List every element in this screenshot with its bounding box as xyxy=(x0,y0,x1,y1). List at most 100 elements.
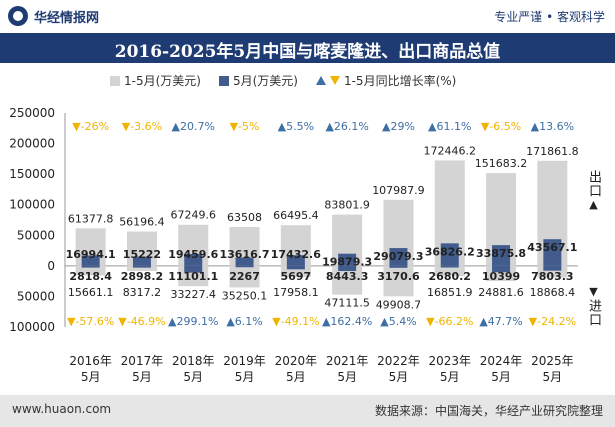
x-tick-label-month: 5月 xyxy=(183,370,203,384)
export-growth-label: ▲13.6% xyxy=(531,120,574,133)
x-tick-label-year: 2016年 xyxy=(69,354,112,368)
title-bar xyxy=(0,33,615,63)
export-growth-label: ▼-3.6% xyxy=(122,120,162,133)
export-monthly-label: 13616.7 xyxy=(219,248,269,261)
legend-monthly-label: 5月(万美元) xyxy=(232,74,298,88)
import-cumulative-label: 47111.5 xyxy=(324,297,370,310)
import-monthly-bar xyxy=(543,265,562,271)
import-monthly-label: 2898.2 xyxy=(121,270,163,283)
import-monthly-bar xyxy=(286,265,305,270)
export-monthly-bar xyxy=(389,248,408,266)
top-bar: 华经情报网 专业严谨 • 客观科学 xyxy=(0,0,615,33)
export-monthly-bar xyxy=(492,245,511,266)
export-cumulative-label: 107987.9 xyxy=(372,184,425,197)
import-monthly-bar xyxy=(132,265,151,268)
export-monthly-label: 43567.1 xyxy=(527,241,577,254)
x-tick-label-month: 5月 xyxy=(286,370,306,384)
import-monthly-bar xyxy=(440,265,459,268)
export-monthly-label: 36826.2 xyxy=(425,245,475,258)
import-monthly-bar xyxy=(338,265,357,272)
export-side-label: 出口▲ xyxy=(584,170,603,212)
import-monthly-bar xyxy=(389,265,408,268)
import-cumulative-label: 16851.9 xyxy=(427,286,473,299)
x-tick-label-year: 2023年 xyxy=(428,354,471,368)
export-cumulative-label: 61377.8 xyxy=(68,212,114,225)
chart-title: 2016-2025年5月中国与喀麦隆进、出口商品总值 xyxy=(114,42,501,62)
import-monthly-label: 3170.6 xyxy=(377,270,420,283)
export-cumulative-label: 172446.2 xyxy=(424,144,477,157)
export-monthly-label: 16994.1 xyxy=(66,248,116,261)
y-tick-label: 100000 xyxy=(9,320,55,334)
export-monthly-label: 29079.3 xyxy=(373,250,423,263)
import-cumulative-label: 15661.1 xyxy=(68,286,114,299)
export-cumulative-label: 63508 xyxy=(227,211,262,224)
x-tick-label-year: 2024年 xyxy=(480,354,523,368)
brand-logo-icon xyxy=(8,6,28,26)
import-monthly-bar xyxy=(492,265,511,273)
legend-growth: 1-5月同比增长率(%) xyxy=(315,72,457,89)
brand-name: 华经情报网 xyxy=(34,10,100,26)
legend-cumulative-swatch xyxy=(110,75,120,86)
x-tick-label-year: 2019年 xyxy=(223,354,266,368)
export-growth-label: ▼-6.5% xyxy=(481,120,521,133)
export-monthly-label: 19879.3 xyxy=(322,256,372,269)
import-cumulative-label: 33227.4 xyxy=(171,288,217,301)
triangle-down-icon xyxy=(329,76,340,85)
export-monthly-bar xyxy=(543,239,562,266)
x-tick-label-month: 5月 xyxy=(440,370,460,384)
y-tick-label: 50000 xyxy=(17,289,55,303)
x-tick-label-year: 2018年 xyxy=(172,354,215,368)
x-tick-label-year: 2021年 xyxy=(326,354,369,368)
export-monthly-label: 17432.6 xyxy=(271,248,321,261)
export-growth-label: ▲61.1% xyxy=(428,120,471,133)
triangle-up-icon xyxy=(315,76,326,85)
y-tick-label: 100000 xyxy=(9,198,55,212)
y-tick-label: 250000 xyxy=(9,106,55,120)
export-growth-label: ▲5.5% xyxy=(278,120,314,133)
footer: www.huaon.com 数据来源：中国海关，华经产业研究院整理 xyxy=(0,395,615,427)
legend-growth-label: 1-5月同比增长率(%) xyxy=(343,74,457,88)
import-cumulative-bar xyxy=(229,265,260,288)
export-growth-label: ▲29% xyxy=(382,120,415,133)
x-tick-label-month: 5月 xyxy=(81,370,101,384)
legend-cumulative-label: 1-5月(万美元) xyxy=(124,74,201,88)
export-cumulative-label: 56196.4 xyxy=(119,215,165,228)
header-tags: 专业严谨 • 客观科学 xyxy=(494,10,605,24)
import-monthly-label: 10399 xyxy=(482,270,520,283)
import-monthly-label: 5697 xyxy=(281,270,312,283)
x-tick-label-year: 2017年 xyxy=(121,354,164,368)
y-tick-label: 50000 xyxy=(17,228,55,242)
export-monthly-label: 19459.6 xyxy=(168,248,218,261)
import-cumulative-bar xyxy=(75,265,106,276)
import-growth-label: ▲6.1% xyxy=(226,315,262,328)
x-tick-label-month: 5月 xyxy=(543,370,563,384)
export-monthly-bar xyxy=(338,253,357,266)
export-growth-label: ▲20.7% xyxy=(172,120,215,133)
y-tick-label: 150000 xyxy=(9,167,55,181)
import-cumulative-bar xyxy=(280,265,311,277)
export-monthly-bar xyxy=(184,253,203,266)
x-tick-label-month: 5月 xyxy=(337,370,357,384)
import-cumulative-label: 49908.7 xyxy=(376,298,422,311)
import-monthly-label: 11101.1 xyxy=(168,270,218,283)
footer-source: 数据来源：中国海关，华经产业研究院整理 xyxy=(374,404,603,418)
y-tick-label: 200000 xyxy=(9,137,55,151)
export-monthly-label: 15222 xyxy=(123,248,161,261)
export-cumulative-label: 67249.6 xyxy=(171,209,217,222)
legend-cumulative: 1-5月(万美元) xyxy=(110,72,201,89)
arrow-up-icon: ▲ xyxy=(587,198,600,212)
export-side-text: 出口 xyxy=(586,170,601,198)
export-monthly-bar xyxy=(81,255,100,266)
import-monthly-label: 8443.3 xyxy=(326,270,368,283)
brand: 华经情报网 xyxy=(8,6,99,26)
footer-url: www.huaon.com xyxy=(12,402,112,416)
y-tick-label: 0 xyxy=(47,259,55,273)
import-growth-label: ▼-66.2% xyxy=(426,315,473,328)
export-cumulative-label: 66495.4 xyxy=(273,209,319,222)
import-cumulative-label: 35250.1 xyxy=(222,289,268,302)
legend: 1-5月(万美元) 5月(万美元) 1-5月同比增长率(%) xyxy=(110,72,456,89)
export-monthly-bar xyxy=(440,243,459,266)
import-growth-label: ▲299.1% xyxy=(168,315,218,328)
import-side-label: ▼进口 xyxy=(584,285,603,327)
export-cumulative-label: 171861.8 xyxy=(526,145,579,158)
